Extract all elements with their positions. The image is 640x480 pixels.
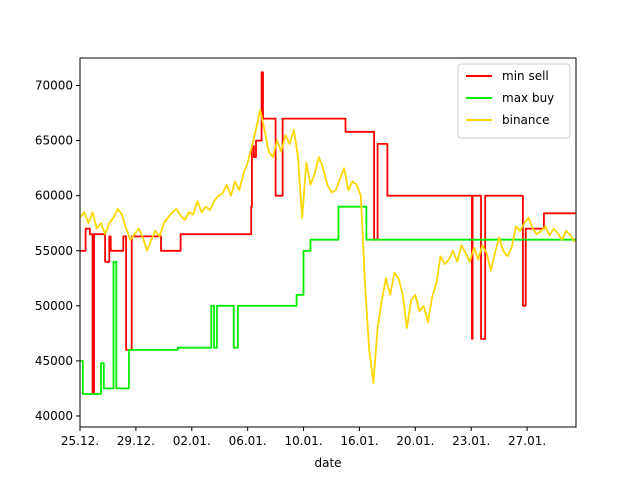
x-tick-label: 10.01. [284, 434, 322, 448]
y-tick-label: 70000 [35, 79, 73, 93]
series-line-binance [79, 108, 576, 384]
x-tick-label: 16.01. [340, 434, 378, 448]
y-axis: 40000 45000 50000 55000 60000 65000 70000 [35, 79, 80, 423]
x-tick-label: 20.01. [396, 434, 434, 448]
y-tick-label: 60000 [35, 189, 73, 203]
y-tick-label: 50000 [35, 299, 73, 313]
x-tick-label: 06.01. [229, 434, 267, 448]
series-line-min-sell [80, 71, 576, 395]
y-tick-label: 45000 [35, 354, 73, 368]
series-layer [79, 71, 576, 395]
x-tick-label: 23.01. [452, 434, 490, 448]
legend-label-min-sell: min sell [502, 69, 549, 83]
legend: min sell max buy binance [457, 63, 571, 139]
x-axis-title: date [314, 456, 341, 470]
x-tick-label: 25.12. [61, 434, 99, 448]
x-tick-label: 29.12. [117, 434, 155, 448]
x-axis: 25.12. 29.12. 02.01. 06.01. 10.01. 16.01. 20.0… [61, 427, 546, 448]
y-tick-label: 40000 [35, 409, 73, 423]
legend-label-max-buy: max buy [502, 91, 554, 105]
legend-label-binance: binance [502, 113, 550, 127]
y-tick-label: 55000 [35, 244, 73, 258]
x-tick-label: 27.01. [508, 434, 546, 448]
plot-frame [79, 57, 577, 428]
series-line-max-buy [80, 205, 576, 395]
y-tick-label: 65000 [35, 134, 73, 148]
x-tick-label: 02.01. [173, 434, 211, 448]
